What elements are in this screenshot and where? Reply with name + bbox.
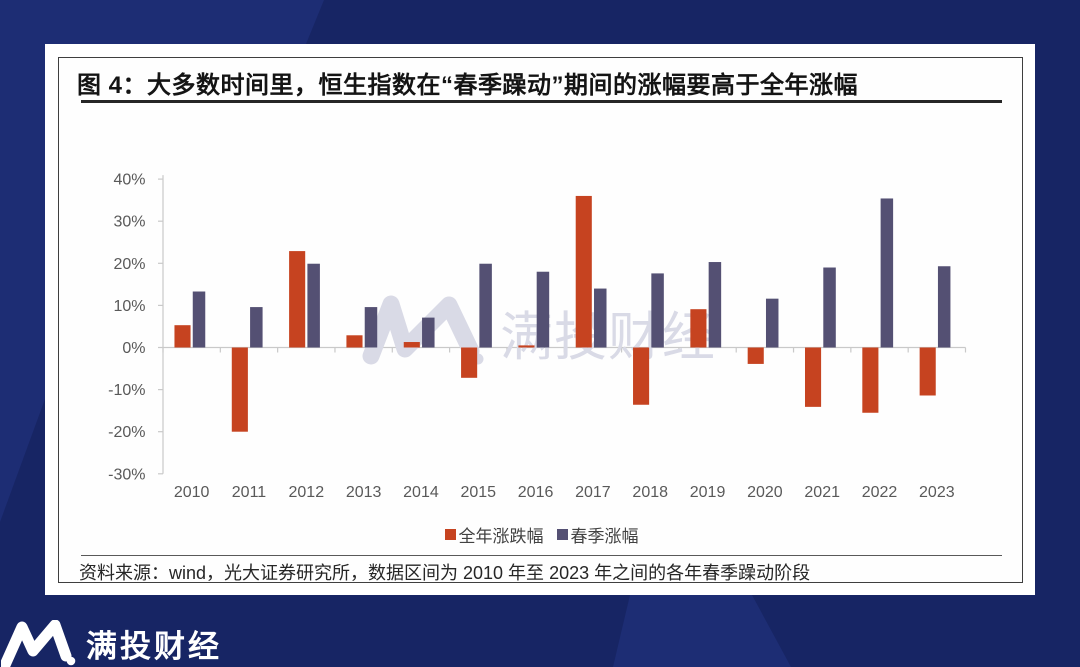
bar-spring-2021 bbox=[823, 267, 836, 348]
bar-annual-2015 bbox=[461, 347, 478, 378]
bar-annual-2014 bbox=[403, 342, 420, 348]
bar-spring-2015 bbox=[479, 263, 492, 348]
bar-annual-2021 bbox=[804, 347, 822, 407]
x-axis-label: 2017 bbox=[575, 484, 611, 501]
bar-spring-2018 bbox=[651, 273, 664, 348]
x-axis-label: 2010 bbox=[174, 484, 210, 501]
figure-box: 图 4：大多数时间里，恒生指数在“春季躁动”期间的涨幅要高于全年涨幅 -30% -… bbox=[58, 57, 1023, 583]
legend-swatch-annual bbox=[444, 528, 456, 540]
x-axis-label: 2016 bbox=[518, 484, 554, 501]
y-axis-label: 0% bbox=[122, 340, 145, 357]
bar-annual-2016 bbox=[518, 345, 535, 348]
x-axis-label: 2022 bbox=[862, 484, 898, 501]
y-axis-label: -30% bbox=[108, 466, 145, 483]
bar-spring-2020 bbox=[765, 298, 779, 348]
bar-annual-2010 bbox=[174, 325, 191, 348]
y-axis-label: 10% bbox=[113, 298, 145, 315]
bar-chart: -30% -20% -10% 0% 10% 20% 30% 40% 2010 2011 2012 20… bbox=[108, 172, 967, 501]
bar-spring-2010 bbox=[192, 291, 206, 348]
source-rule bbox=[81, 555, 1002, 556]
x-axis-label: 2014 bbox=[403, 484, 439, 501]
x-axis-label: 2012 bbox=[289, 484, 325, 501]
bar-annual-2013 bbox=[346, 335, 363, 348]
bar-annual-2020 bbox=[747, 347, 764, 364]
x-axis-label: 2015 bbox=[460, 484, 496, 501]
legend-swatch-spring bbox=[556, 528, 568, 540]
bar-annual-2011 bbox=[231, 347, 248, 432]
x-axis-label: 2021 bbox=[804, 484, 840, 501]
bar-annual-2018 bbox=[633, 347, 650, 405]
bar-spring-2011 bbox=[250, 307, 263, 348]
figure-title: 图 4：大多数时间里，恒生指数在“春季躁动”期间的涨幅要高于全年涨幅 bbox=[77, 72, 859, 99]
bar-annual-2012 bbox=[289, 251, 306, 348]
brand-mark-dot bbox=[66, 656, 76, 666]
y-axis-label: -20% bbox=[108, 424, 145, 441]
bar-spring-2019 bbox=[708, 262, 722, 348]
legend-item-spring: 春季涨幅 bbox=[556, 522, 639, 547]
y-axis-label: 20% bbox=[113, 256, 145, 273]
bar-annual-2019 bbox=[690, 309, 707, 348]
x-axis-label: 2023 bbox=[919, 484, 955, 501]
watermark-logo-icon bbox=[362, 295, 480, 365]
watermark: 满投财经 bbox=[362, 295, 716, 367]
legend-label-spring: 春季涨幅 bbox=[570, 526, 639, 546]
watermark-text: 满投财经 bbox=[500, 308, 716, 367]
brand-name: 满投财经 bbox=[86, 629, 222, 664]
bar-annual-2022 bbox=[862, 347, 879, 413]
x-axis-label: 2013 bbox=[346, 484, 382, 501]
bar-spring-2022 bbox=[880, 198, 894, 348]
chart-legend: 全年涨跌幅 春季涨幅 bbox=[59, 525, 1023, 546]
background-bottom-shape bbox=[613, 595, 791, 667]
bar-spring-2014 bbox=[422, 317, 435, 348]
legend-label-annual: 全年涨跌幅 bbox=[458, 526, 544, 546]
y-axis-label: -10% bbox=[108, 382, 145, 399]
y-axis-label: 30% bbox=[113, 214, 145, 231]
source-note: 资料来源：wind，光大证券研究所，数据区间为 2010 年至 2023 年之间… bbox=[79, 563, 811, 583]
bar-spring-2017 bbox=[594, 288, 607, 348]
bar-annual-2017 bbox=[575, 195, 592, 348]
brand-logo-icon bbox=[1, 620, 76, 667]
title-rule bbox=[81, 100, 1002, 103]
x-axis-label: 2020 bbox=[747, 484, 783, 501]
legend-item-annual: 全年涨跌幅 bbox=[444, 522, 544, 547]
brand-mark-path bbox=[1, 620, 72, 667]
bar-spring-2023 bbox=[937, 266, 951, 348]
bar-annual-2023 bbox=[919, 347, 936, 396]
bar-spring-2012 bbox=[307, 263, 320, 348]
x-axis-label: 2019 bbox=[690, 484, 726, 501]
bar-spring-2016 bbox=[536, 271, 550, 348]
figure-card: 图 4：大多数时间里，恒生指数在“春季躁动”期间的涨幅要高于全年涨幅 -30% -… bbox=[45, 44, 1035, 595]
x-axis-label: 2011 bbox=[232, 484, 267, 501]
y-axis-label: 40% bbox=[113, 172, 145, 189]
brand-footer: 满投财经 bbox=[1, 620, 222, 667]
x-axis-label: 2018 bbox=[632, 484, 668, 501]
bar-spring-2013 bbox=[364, 307, 378, 348]
brand-mark bbox=[1, 620, 76, 667]
